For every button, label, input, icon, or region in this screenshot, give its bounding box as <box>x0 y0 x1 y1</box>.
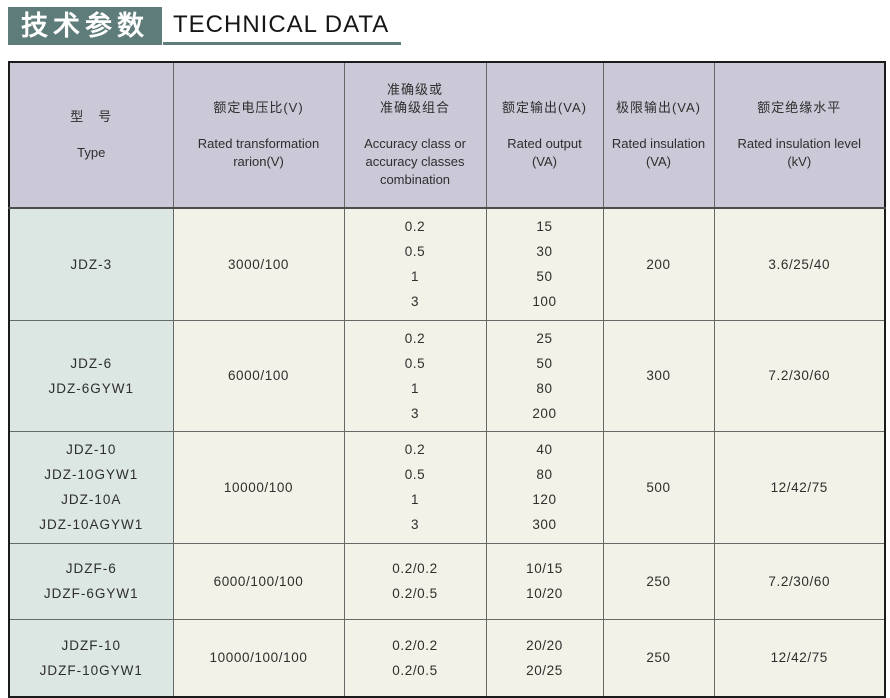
table-header-row: 型 号 Type 额定电压比(V) Rated transformation r… <box>8 61 886 209</box>
col-header-limit-output-cn: 极限输出(VA) <box>615 100 702 115</box>
col-header-type-en: Type <box>77 145 106 160</box>
col-header-limit-output-en: Rated insulation (VA) <box>611 136 706 169</box>
cell-type: JDZ-3 <box>8 207 174 321</box>
cell-rated-output: 20/20 20/25 <box>485 618 604 698</box>
cell-ratio: 10000/100 <box>172 430 345 544</box>
section-title-en: TECHNICAL DATA <box>173 11 390 38</box>
col-header-ratio-en: Rated transformation rarion(V) <box>197 136 320 169</box>
page-header: 技术参数 TECHNICAL DATA <box>8 5 890 45</box>
cell-limit-output: 500 <box>602 430 715 544</box>
col-header-limit-output: 极限输出(VA) Rated insulation (VA) <box>602 61 715 209</box>
cell-ratio: 3000/100 <box>172 207 345 321</box>
section-title-cn: 技术参数 <box>21 10 149 41</box>
cell-ratio: 10000/100/100 <box>172 618 345 698</box>
cell-insulation-level: 12/42/75 <box>713 430 886 544</box>
technical-data-table: 型 号 Type 额定电压比(V) Rated transformation r… <box>8 61 886 698</box>
col-header-insulation-level: 额定绝缘水平 Rated insulation level (kV) <box>713 61 886 209</box>
cell-ratio: 6000/100/100 <box>172 542 345 620</box>
cell-insulation-level: 7.2/30/60 <box>713 319 886 432</box>
cell-insulation-level: 7.2/30/60 <box>713 542 886 620</box>
cell-accuracy: 0.2 0.5 1 3 <box>343 319 487 432</box>
col-header-rated-output-cn: 额定输出(VA) <box>501 100 588 115</box>
col-header-accuracy: 准确级或 准确级组合 Accuracy class or accuracy cl… <box>343 61 487 209</box>
col-header-insulation-level-en: Rated insulation level (kV) <box>737 136 862 169</box>
table-row: JDZF-10 JDZF-10GYW1 10000/100/100 0.2/0.… <box>8 618 886 698</box>
col-header-accuracy-en: Accuracy class or accuracy classes combi… <box>364 136 466 187</box>
cell-type: JDZ-6 JDZ-6GYW1 <box>8 319 174 432</box>
cell-accuracy: 0.2 0.5 1 3 <box>343 207 487 321</box>
col-header-ratio-cn: 额定电压比(V) <box>213 100 304 115</box>
section-title-badge: 技术参数 <box>8 7 162 45</box>
col-header-insulation-level-cn: 额定绝缘水平 <box>757 100 842 115</box>
cell-rated-output: 15 30 50 100 <box>485 207 604 321</box>
cell-ratio: 6000/100 <box>172 319 345 432</box>
cell-type: JDZF-10 JDZF-10GYW1 <box>8 618 174 698</box>
cell-accuracy: 0.2 0.5 1 3 <box>343 430 487 544</box>
table-row: JDZ-3 3000/100 0.2 0.5 1 3 15 30 50 100 … <box>8 207 886 321</box>
cell-insulation-level: 12/42/75 <box>713 618 886 698</box>
col-header-rated-output: 额定输出(VA) Rated output (VA) <box>485 61 604 209</box>
cell-limit-output: 250 <box>602 618 715 698</box>
table-row: JDZ-6 JDZ-6GYW1 6000/100 0.2 0.5 1 3 25 … <box>8 319 886 432</box>
cell-rated-output: 25 50 80 200 <box>485 319 604 432</box>
col-header-type: 型 号 Type <box>8 61 174 209</box>
cell-limit-output: 250 <box>602 542 715 620</box>
cell-insulation-level: 3.6/25/40 <box>713 207 886 321</box>
cell-limit-output: 200 <box>602 207 715 321</box>
section-title-underline: TECHNICAL DATA <box>163 11 402 45</box>
table-row: JDZF-6 JDZF-6GYW1 6000/100/100 0.2/0.2 0… <box>8 542 886 620</box>
col-header-accuracy-cn: 准确级或 准确级组合 <box>379 82 450 115</box>
col-header-ratio: 额定电压比(V) Rated transformation rarion(V) <box>172 61 345 209</box>
table-row: JDZ-10 JDZ-10GYW1 JDZ-10A JDZ-10AGYW1 10… <box>8 430 886 544</box>
cell-type: JDZF-6 JDZF-6GYW1 <box>8 542 174 620</box>
col-header-rated-output-en: Rated output (VA) <box>507 136 582 169</box>
cell-rated-output: 40 80 120 300 <box>485 430 604 544</box>
cell-rated-output: 10/15 10/20 <box>485 542 604 620</box>
cell-accuracy: 0.2/0.2 0.2/0.5 <box>343 618 487 698</box>
cell-limit-output: 300 <box>602 319 715 432</box>
cell-accuracy: 0.2/0.2 0.2/0.5 <box>343 542 487 620</box>
col-header-type-cn: 型 号 <box>70 109 113 124</box>
cell-type: JDZ-10 JDZ-10GYW1 JDZ-10A JDZ-10AGYW1 <box>8 430 174 544</box>
